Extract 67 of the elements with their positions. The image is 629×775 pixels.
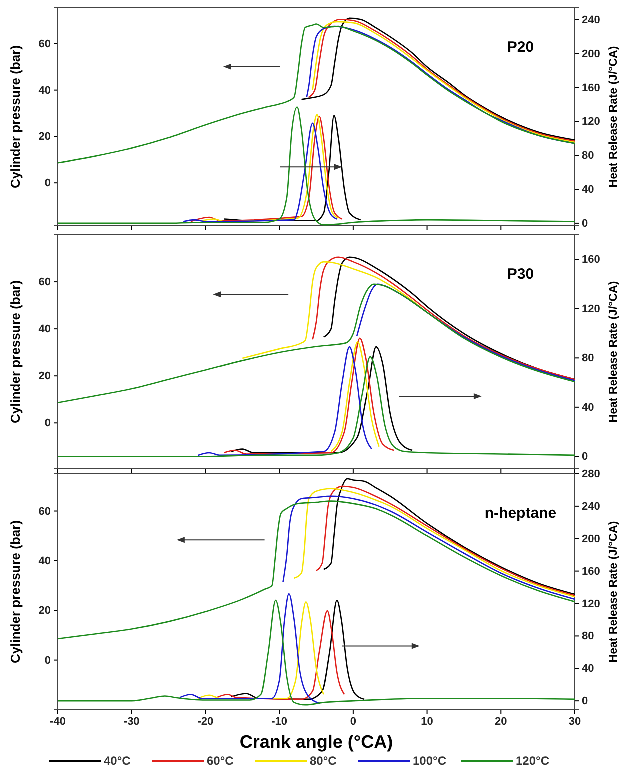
y-tick-label: 60 [38, 506, 51, 518]
y-axis-title: Cylinder pressure (bar) [8, 520, 23, 664]
x-tick-label: -20 [198, 716, 214, 728]
y2-tick-label: 80 [582, 352, 594, 365]
y2-tick-label: 80 [582, 630, 594, 643]
y-axis-title: Cylinder pressure (bar) [8, 280, 23, 424]
y2-tick-label: 160 [582, 254, 600, 266]
y-tick-label: 20 [38, 131, 51, 144]
y2-tick-label: 40 [582, 663, 594, 676]
y2-tick-label: 120 [582, 116, 600, 128]
y2-tick-label: 240 [582, 500, 600, 513]
legend-label: 80°C [310, 754, 338, 768]
x-tick-label: -40 [50, 716, 66, 728]
y-tick-label: 0 [44, 418, 51, 430]
text: P30 [507, 266, 534, 283]
y-axis-title: Cylinder pressure (bar) [8, 45, 23, 189]
x-tick-label: -30 [124, 716, 140, 728]
y-tick-label: 60 [38, 276, 51, 289]
y2-tick-label: 40 [582, 402, 594, 414]
line-series [57, 24, 576, 164]
line-series [57, 600, 576, 706]
y2-tick-label: 160 [582, 82, 600, 94]
y2-tick-label: 0 [582, 451, 588, 464]
line-series [57, 106, 576, 226]
y2-tick-label: 80 [582, 150, 594, 162]
y-tick-label: 60 [38, 38, 51, 50]
legend-label: 60°C [207, 754, 234, 768]
line-series [57, 284, 576, 404]
line-series [57, 356, 576, 458]
y-tick-label: 20 [38, 605, 51, 618]
y2-axis-title: Heat Release Rate (J/°CA) [608, 46, 620, 188]
y-tick-label: 40 [38, 555, 51, 568]
x-axis-title: Crank angle (°CA) [240, 732, 394, 752]
legend-label: 40°C [104, 754, 132, 768]
x-tick-label: 30 [568, 716, 582, 728]
y2-tick-label: 40 [582, 184, 594, 196]
y-tick-label: 20 [38, 370, 51, 383]
y2-tick-label: 0 [582, 218, 588, 230]
y-tick-label: 0 [44, 178, 51, 190]
line-series [224, 338, 395, 455]
x-tick-label: 10 [421, 716, 434, 728]
y2-tick-label: 120 [582, 598, 600, 610]
y2-tick-label: 240 [582, 14, 600, 26]
legend-label: 120°C [516, 754, 550, 768]
line-series [198, 346, 373, 456]
x-tick-label: 0 [350, 716, 356, 728]
y-tick-label: 40 [38, 84, 51, 97]
legend-label: 100°C [413, 754, 447, 768]
y-tick-label: 40 [38, 324, 51, 336]
text: P20 [507, 39, 534, 56]
line-series [216, 610, 346, 700]
y2-tick-label: 280 [582, 468, 600, 481]
y2-axis-title: Heat Release Rate (J/°CA) [608, 281, 620, 423]
line-series [57, 500, 576, 640]
y2-tick-label: 200 [582, 533, 600, 546]
y-tick-label: 0 [44, 654, 51, 667]
line-series [330, 341, 380, 452]
y2-tick-label: 120 [582, 303, 600, 316]
line-series [179, 593, 321, 704]
y2-tick-label: 0 [582, 696, 588, 708]
line-series [242, 261, 465, 360]
x-tick-label: -10 [272, 716, 288, 728]
y2-tick-label: 200 [582, 48, 600, 60]
y2-axis-title: Heat Release Rate (J/°CA) [608, 521, 620, 663]
y2-tick-label: 160 [582, 566, 600, 578]
x-tick-label: 20 [495, 716, 508, 728]
text: n-heptane [484, 505, 557, 522]
